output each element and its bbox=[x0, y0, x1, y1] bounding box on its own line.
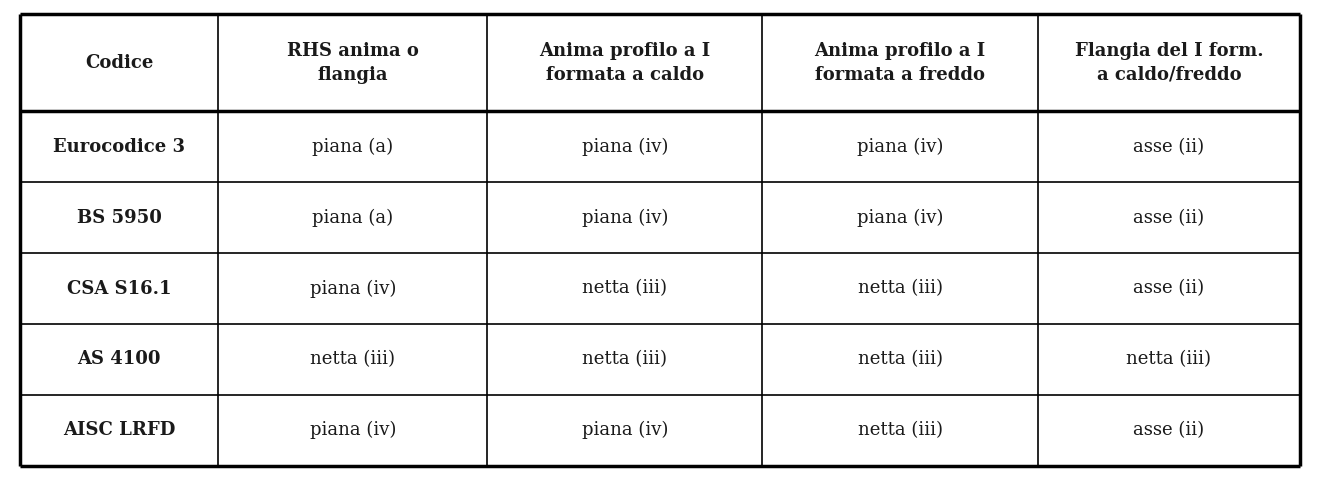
Text: piana (iv): piana (iv) bbox=[309, 421, 396, 439]
Text: Flangia del I form.
a caldo/freddo: Flangia del I form. a caldo/freddo bbox=[1074, 42, 1263, 84]
Text: RHS anima o
flangia: RHS anima o flangia bbox=[286, 42, 418, 84]
Text: piana (iv): piana (iv) bbox=[309, 279, 396, 298]
Text: Eurocodice 3: Eurocodice 3 bbox=[53, 138, 185, 156]
Text: piana (a): piana (a) bbox=[312, 138, 393, 156]
Text: netta (iii): netta (iii) bbox=[582, 350, 668, 368]
Text: piana (iv): piana (iv) bbox=[582, 421, 668, 439]
Text: netta (iii): netta (iii) bbox=[858, 279, 942, 298]
Text: asse (ii): asse (ii) bbox=[1134, 209, 1205, 227]
Text: netta (iii): netta (iii) bbox=[858, 421, 942, 439]
Text: Anima profilo a I
formata a freddo: Anima profilo a I formata a freddo bbox=[814, 42, 986, 84]
Text: netta (iii): netta (iii) bbox=[1126, 350, 1212, 368]
Text: asse (ii): asse (ii) bbox=[1134, 279, 1205, 298]
Text: piana (iv): piana (iv) bbox=[582, 208, 668, 227]
Text: asse (ii): asse (ii) bbox=[1134, 421, 1205, 439]
Text: piana (a): piana (a) bbox=[312, 208, 393, 227]
Text: piana (iv): piana (iv) bbox=[857, 138, 944, 156]
Text: netta (iii): netta (iii) bbox=[310, 350, 395, 368]
Text: BS 5950: BS 5950 bbox=[77, 209, 161, 227]
Text: piana (iv): piana (iv) bbox=[857, 208, 944, 227]
Text: Codice: Codice bbox=[84, 54, 153, 72]
Text: netta (iii): netta (iii) bbox=[858, 350, 942, 368]
Text: Anima profilo a I
formata a caldo: Anima profilo a I formata a caldo bbox=[539, 42, 710, 84]
Text: AISC LRFD: AISC LRFD bbox=[63, 421, 176, 439]
Text: piana (iv): piana (iv) bbox=[582, 138, 668, 156]
Text: netta (iii): netta (iii) bbox=[582, 279, 668, 298]
Text: CSA S16.1: CSA S16.1 bbox=[67, 279, 172, 298]
Text: asse (ii): asse (ii) bbox=[1134, 138, 1205, 156]
Text: AS 4100: AS 4100 bbox=[78, 350, 161, 368]
